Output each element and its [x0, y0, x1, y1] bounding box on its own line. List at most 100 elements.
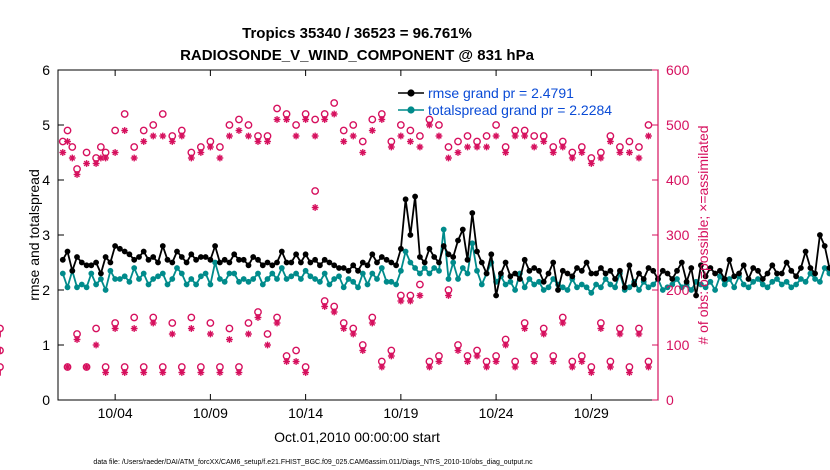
- totalspread-point: [607, 281, 614, 288]
- obs-assimilated-marker: [168, 330, 176, 338]
- totalspread-point: [712, 287, 718, 293]
- rmse-point: [331, 262, 338, 269]
- obs-assimilated-marker: [454, 149, 462, 156]
- obs-assimilated-marker: [521, 132, 529, 140]
- obs-assimilated-marker: [302, 369, 310, 376]
- obs-possible-marker: [111, 126, 120, 135]
- obs-count-markers: [0, 99, 653, 376]
- obs-assimilated-marker: [130, 325, 138, 332]
- totalspread-point: [336, 273, 342, 280]
- totalspread-point: [750, 278, 757, 285]
- rmse-point: [193, 256, 200, 263]
- obs-assimilated-marker: [264, 341, 271, 349]
- series-lines: [59, 193, 830, 299]
- totalspread-point: [317, 278, 323, 285]
- rmse-point: [255, 256, 261, 263]
- y-tick-label: 0: [42, 392, 50, 408]
- totalspread-point: [107, 267, 114, 274]
- totalspread-point: [59, 270, 66, 277]
- totalspread-point: [298, 276, 304, 282]
- rmse-point: [750, 265, 757, 271]
- obs-assimilated-marker: [349, 330, 357, 338]
- totalspread-point: [774, 276, 780, 282]
- rmse-point: [364, 262, 371, 269]
- totalspread-point: [802, 278, 809, 285]
- obs-possible-marker: [463, 132, 472, 140]
- rmse-point: [521, 256, 528, 263]
- rmse-point: [164, 256, 171, 263]
- totalspread-point: [821, 265, 828, 271]
- obs-assimilated-marker: [64, 138, 71, 145]
- obs-assimilated-marker: [578, 358, 586, 365]
- obs-assimilated-marker: [464, 143, 471, 151]
- totalspread-point: [312, 276, 318, 282]
- totalspread-point: [183, 281, 190, 288]
- rmse-point: [583, 259, 590, 266]
- obs-assimilated-marker: [473, 143, 481, 151]
- totalspread-point: [412, 265, 418, 271]
- totalspread-point: [669, 281, 676, 288]
- rmse-point: [388, 259, 395, 266]
- rmse-point: [769, 262, 776, 269]
- obs-possible-marker: [339, 126, 348, 135]
- rmse-point: [126, 251, 133, 258]
- totalspread-point: [402, 248, 409, 255]
- totalspread-point: [755, 276, 761, 282]
- totalspread-point: [83, 284, 90, 291]
- rmse-point: [683, 278, 690, 285]
- rmse-point: [298, 259, 304, 266]
- obs-possible-marker: [482, 132, 491, 140]
- obs-assimilated-marker: [387, 143, 395, 151]
- rmse-point: [102, 254, 109, 260]
- obs-possible-marker: [63, 126, 72, 135]
- rmse-point: [712, 270, 718, 277]
- totalspread-point: [217, 276, 223, 282]
- totalspread-point: [121, 273, 128, 280]
- rmse-point: [393, 262, 399, 269]
- rmse-point: [417, 254, 423, 260]
- rmse-point: [817, 232, 823, 238]
- rmse-point: [659, 267, 666, 274]
- obs-possible-marker: [311, 187, 320, 195]
- obs-assimilated-marker: [149, 132, 157, 140]
- rmse-point: [545, 270, 552, 277]
- rmse-point: [783, 259, 790, 266]
- totalspread-point: [788, 284, 795, 291]
- totalspread-point: [359, 270, 366, 277]
- rmse-point: [378, 254, 385, 260]
- obs-assimilated-marker: [416, 292, 424, 299]
- rmse-point: [459, 226, 466, 233]
- obs-assimilated-marker: [245, 132, 252, 140]
- rmse-point: [112, 243, 118, 249]
- obs-assimilated-marker: [502, 149, 510, 156]
- x-tick-label: 10/24: [479, 405, 514, 421]
- plot-area: [58, 70, 658, 400]
- obs-possible-marker: [349, 121, 358, 129]
- obs-assimilated-marker: [330, 308, 338, 316]
- obs-possible-marker: [158, 110, 167, 118]
- obs-assimilated-marker: [216, 369, 224, 376]
- obs-possible-marker: [644, 121, 653, 129]
- totalspread-point: [198, 273, 204, 280]
- rmse-point: [131, 256, 138, 263]
- totalspread-point: [545, 284, 552, 291]
- totalspread-point: [245, 278, 252, 285]
- obs-assimilated-marker: [378, 363, 386, 371]
- obs-assimilated-marker: [235, 369, 243, 376]
- totalspread-point: [726, 276, 733, 282]
- obs-assimilated-marker: [73, 171, 81, 178]
- rmse-point: [59, 256, 66, 263]
- totalspread-point: [202, 270, 209, 277]
- rmse-point: [236, 256, 242, 263]
- obs-assimilated-marker: [559, 319, 567, 327]
- obs-possible-marker: [130, 143, 139, 151]
- obs-possible-marker: [330, 99, 339, 107]
- totalspread-point: [759, 281, 766, 288]
- rmse-point: [150, 254, 157, 260]
- obs-assimilated-marker: [426, 121, 433, 129]
- rmse-point: [774, 270, 780, 277]
- obs-assimilated-marker: [435, 132, 443, 140]
- totalspread-point: [274, 276, 280, 282]
- totalspread-point: [588, 289, 595, 296]
- obs-assimilated-marker: [445, 154, 452, 162]
